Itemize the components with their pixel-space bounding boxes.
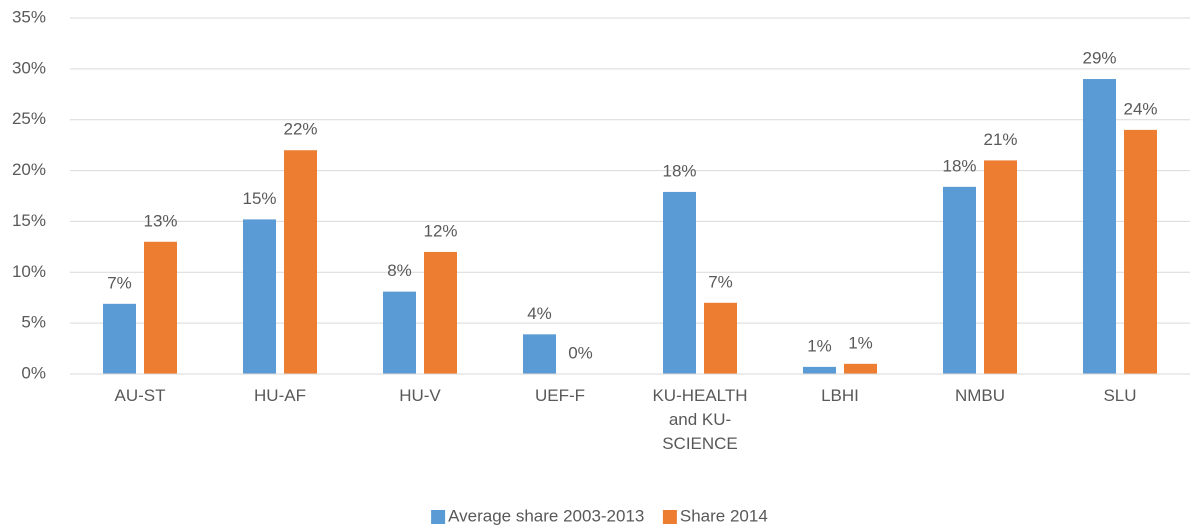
- y-tick-label: 5%: [21, 313, 46, 332]
- legend-swatch: [662, 510, 677, 524]
- data-label: 4%: [527, 304, 552, 323]
- y-tick-label: 15%: [12, 211, 46, 230]
- legend-label: Share 2014: [680, 506, 768, 525]
- x-tick-label-box: AU-ST: [114, 386, 166, 405]
- bar: [284, 150, 317, 374]
- y-tick-label: 35%: [12, 7, 46, 26]
- data-label: 12%: [423, 221, 457, 240]
- y-tick-label: 10%: [12, 262, 46, 281]
- bar: [1124, 129, 1157, 374]
- x-tick-label-box: SLU: [1103, 386, 1137, 405]
- x-tick-label: AU-ST: [114, 386, 166, 405]
- x-tick-label-box: HU-AF: [254, 386, 306, 405]
- x-tick-label: UEF-F: [534, 386, 586, 405]
- x-tick-label: LBHI: [821, 386, 859, 405]
- x-tick-label: HU-V: [399, 386, 441, 405]
- x-tick-label-box: KU-HEALTH and KU-SCIENCE: [652, 386, 748, 453]
- data-label: 8%: [387, 261, 412, 280]
- data-label: 21%: [983, 130, 1017, 149]
- y-tick-label: 25%: [12, 109, 46, 128]
- bar: [523, 334, 556, 374]
- legend-swatch: [431, 510, 446, 524]
- bar: [243, 219, 276, 374]
- x-tick-label-box: UEF-F: [534, 386, 586, 405]
- bar: [383, 291, 416, 374]
- data-label: 1%: [807, 336, 832, 355]
- x-tick-label-box: LBHI: [821, 386, 859, 405]
- y-tick-label: 0%: [21, 363, 46, 382]
- bar: [1083, 79, 1116, 375]
- bar: [704, 302, 737, 374]
- legend-label: Average share 2003-2013: [448, 506, 644, 525]
- bar: [663, 191, 696, 374]
- data-label: 18%: [662, 161, 696, 180]
- data-label: 7%: [107, 273, 132, 292]
- data-label: 29%: [1082, 49, 1116, 68]
- y-tick-label: 30%: [12, 58, 46, 77]
- bar: [803, 366, 836, 374]
- data-label: 0%: [568, 343, 593, 362]
- data-label: 13%: [143, 211, 177, 230]
- data-label: 7%: [708, 272, 733, 291]
- x-tick-label: KU-HEALTH and KU-SCIENCE: [652, 386, 748, 453]
- bar: [984, 160, 1017, 374]
- data-label: 24%: [1123, 99, 1157, 118]
- bar: [144, 241, 177, 374]
- data-label: 1%: [848, 333, 873, 352]
- x-tick-label: NMBU: [954, 386, 1006, 405]
- y-tick-label: 20%: [12, 160, 46, 179]
- data-label: 22%: [283, 120, 317, 139]
- bar: [103, 303, 136, 374]
- bar: [424, 251, 457, 374]
- x-tick-label: SLU: [1103, 386, 1137, 405]
- data-label: 15%: [242, 189, 276, 208]
- x-tick-label-box: HU-V: [399, 386, 441, 405]
- x-tick-label-box: NMBU: [954, 386, 1006, 405]
- bar: [943, 186, 976, 374]
- data-label: 18%: [942, 156, 976, 175]
- bar: [844, 363, 877, 374]
- x-tick-label: HU-AF: [254, 386, 306, 405]
